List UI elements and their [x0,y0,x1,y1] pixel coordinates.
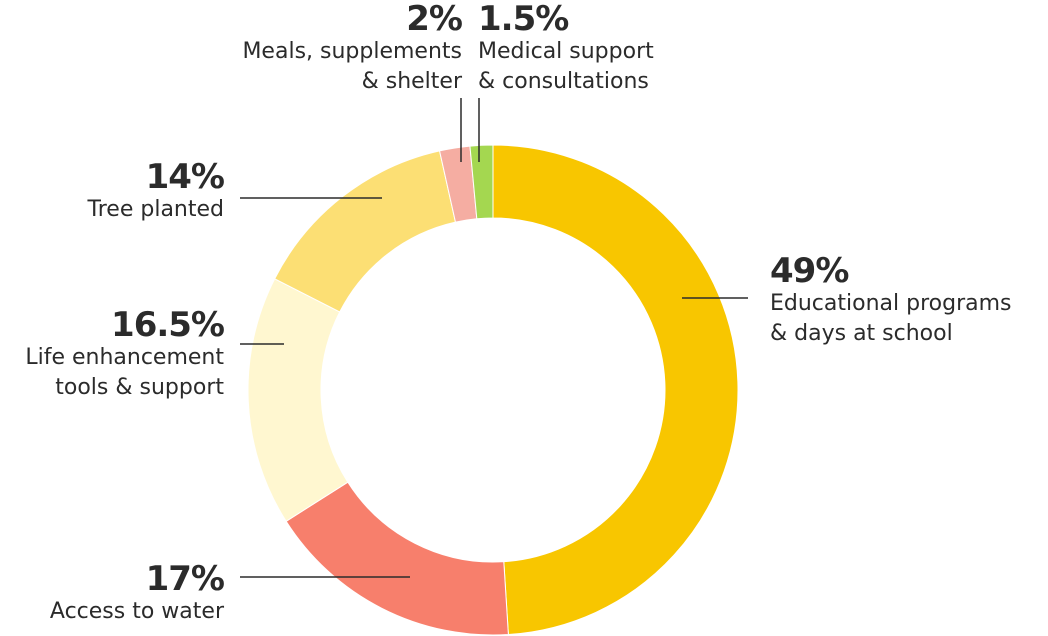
percent-label-medical-support-and-consultations: 1.5% [478,0,568,39]
category-label-educational-programs-and-days-at-school: & days at school [770,321,953,346]
category-label-meals-supplements-and-shelter: Meals, supplements [242,39,462,64]
donut-slices [247,144,739,636]
percent-label-educational-programs-and-days-at-school: 49% [770,251,848,291]
category-label-meals-supplements-and-shelter: & shelter [362,69,463,94]
slice-tree-planted [274,150,457,313]
slice-labels: 49%Educational programs & days at school 1… [25,0,1011,624]
category-label-medical-support-and-consultations: & consultations [478,69,649,94]
percent-label-access-to-water: 17% [146,559,224,599]
category-label-access-to-water: Access to water [50,599,225,624]
slice-educational-programs-and-days-at-school [492,144,739,636]
percent-label-tree-planted: 14% [146,157,224,197]
slice-medical-support-and-consultations [469,144,494,220]
category-label-tree-planted: Tree planted [87,197,224,222]
slice-access-to-water [285,481,509,636]
category-label-educational-programs-and-days-at-school: Educational programs [770,291,1011,316]
category-label-medical-support-and-consultations: Medical support [478,39,654,64]
percent-label-meals-supplements-and-shelter: 2% [406,0,462,39]
percent-label-life-enhancement-tools-and-support: 16.5% [111,305,224,345]
slice-life-enhancement-tools-and-support [247,278,349,522]
category-label-life-enhancement-tools-and-support: tools & support [55,375,224,400]
category-label-life-enhancement-tools-and-support: Life enhancement [25,345,224,370]
